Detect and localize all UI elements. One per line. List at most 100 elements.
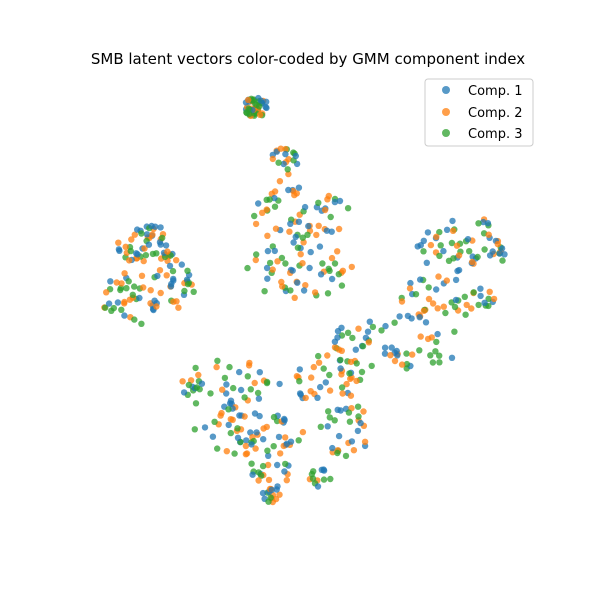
scatter-point — [453, 242, 461, 249]
scatter-point — [121, 298, 128, 306]
scatter-point — [353, 377, 360, 385]
scatter-point — [359, 343, 367, 350]
scatter-point — [277, 145, 284, 152]
scatter-point — [424, 335, 432, 343]
scatter-point — [455, 266, 463, 274]
scatter-point — [307, 248, 314, 256]
scatter-point — [324, 196, 331, 203]
scatter-point — [162, 242, 170, 249]
scatter-point — [462, 311, 469, 318]
scatter-point — [221, 374, 229, 382]
scatter-point — [148, 222, 155, 230]
scatter-point — [292, 233, 299, 241]
scatter-point — [434, 330, 441, 338]
scatter-point — [245, 105, 252, 112]
scatter-point — [281, 417, 288, 424]
scatter-point — [122, 243, 129, 250]
scatter-point — [211, 418, 218, 425]
scatter-point — [178, 261, 185, 268]
scatter-point — [464, 236, 472, 243]
scatter-point — [360, 408, 367, 415]
scatter-point — [423, 259, 430, 266]
scatter-point — [450, 255, 457, 262]
scatter-point — [180, 389, 188, 396]
scatter-point — [118, 280, 125, 287]
scatter-point — [295, 218, 303, 225]
scatter-point — [168, 280, 175, 288]
scatter-point — [484, 220, 492, 227]
scatter-point — [279, 283, 286, 290]
scatter-point — [125, 278, 132, 285]
scatter-point — [326, 387, 334, 394]
scatter-point — [305, 222, 312, 230]
scatter-point — [244, 373, 251, 380]
scatter-point — [366, 318, 373, 325]
scatter-point — [157, 224, 164, 231]
scatter-point — [361, 438, 369, 445]
scatter-point — [299, 260, 306, 267]
scatter-point — [348, 263, 355, 271]
scatter-point — [287, 220, 294, 227]
scatter-point — [136, 294, 143, 302]
legend-marker-comp-3 — [442, 129, 450, 137]
scatter-point — [261, 288, 268, 295]
scatter-point — [477, 292, 484, 300]
scatter-point — [292, 152, 299, 160]
scatter-point — [138, 272, 146, 279]
scatter-point — [225, 421, 232, 429]
scatter-point — [296, 366, 303, 373]
scatter-point — [449, 217, 456, 225]
scatter-point — [251, 410, 259, 417]
scatter-point — [443, 277, 450, 284]
legend: Comp. 1 Comp. 2 Comp. 3 — [424, 78, 534, 147]
scatter-point — [403, 350, 410, 357]
chart-title: SMB latent vectors color-coded by GMM co… — [91, 50, 525, 68]
scatter-point — [242, 442, 250, 450]
scatter-point — [255, 200, 262, 207]
scatter-point — [317, 383, 324, 391]
scatter-point — [433, 338, 440, 346]
scatter-point — [140, 284, 147, 291]
scatter-point — [283, 440, 291, 447]
scatter-point — [156, 267, 164, 274]
scatter-point — [266, 196, 273, 203]
scatter-point — [347, 375, 354, 382]
scatter-point — [184, 267, 191, 274]
scatter-point — [263, 264, 271, 272]
scatter-point — [315, 359, 323, 366]
scatter-point — [481, 299, 488, 306]
scatter-point — [325, 265, 332, 272]
scatter-point — [365, 339, 372, 346]
scatter-point — [296, 378, 303, 385]
scatter-point — [264, 247, 272, 255]
scatter-point — [323, 227, 331, 234]
scatter-point — [282, 150, 289, 158]
scatter-point — [291, 294, 298, 301]
scatter-point — [412, 291, 420, 298]
scatter-point — [355, 325, 362, 332]
scatter-point — [304, 231, 311, 238]
scatter-point — [252, 445, 259, 452]
scatter-point — [256, 111, 264, 119]
scatter-point — [245, 96, 252, 104]
scatter-point — [243, 450, 251, 457]
scatter-point — [391, 319, 398, 326]
scatter-point — [387, 352, 394, 359]
scatter-point — [102, 304, 109, 311]
scatter-point — [434, 305, 441, 312]
scatter-point — [427, 241, 435, 249]
scatter-point — [294, 279, 301, 286]
scatter-point — [470, 289, 477, 296]
scatter-point — [154, 272, 161, 280]
scatter-point — [498, 245, 506, 252]
scatter-point — [253, 429, 260, 436]
scatter-point — [128, 236, 135, 243]
scatter-point — [466, 248, 473, 255]
scatter-point — [265, 498, 272, 505]
scatter-point — [219, 386, 226, 393]
scatter-point — [271, 188, 279, 195]
scatter-point — [133, 250, 140, 257]
scatter-point — [254, 389, 262, 397]
scatter-point — [255, 477, 262, 484]
scatter-point — [355, 413, 362, 420]
